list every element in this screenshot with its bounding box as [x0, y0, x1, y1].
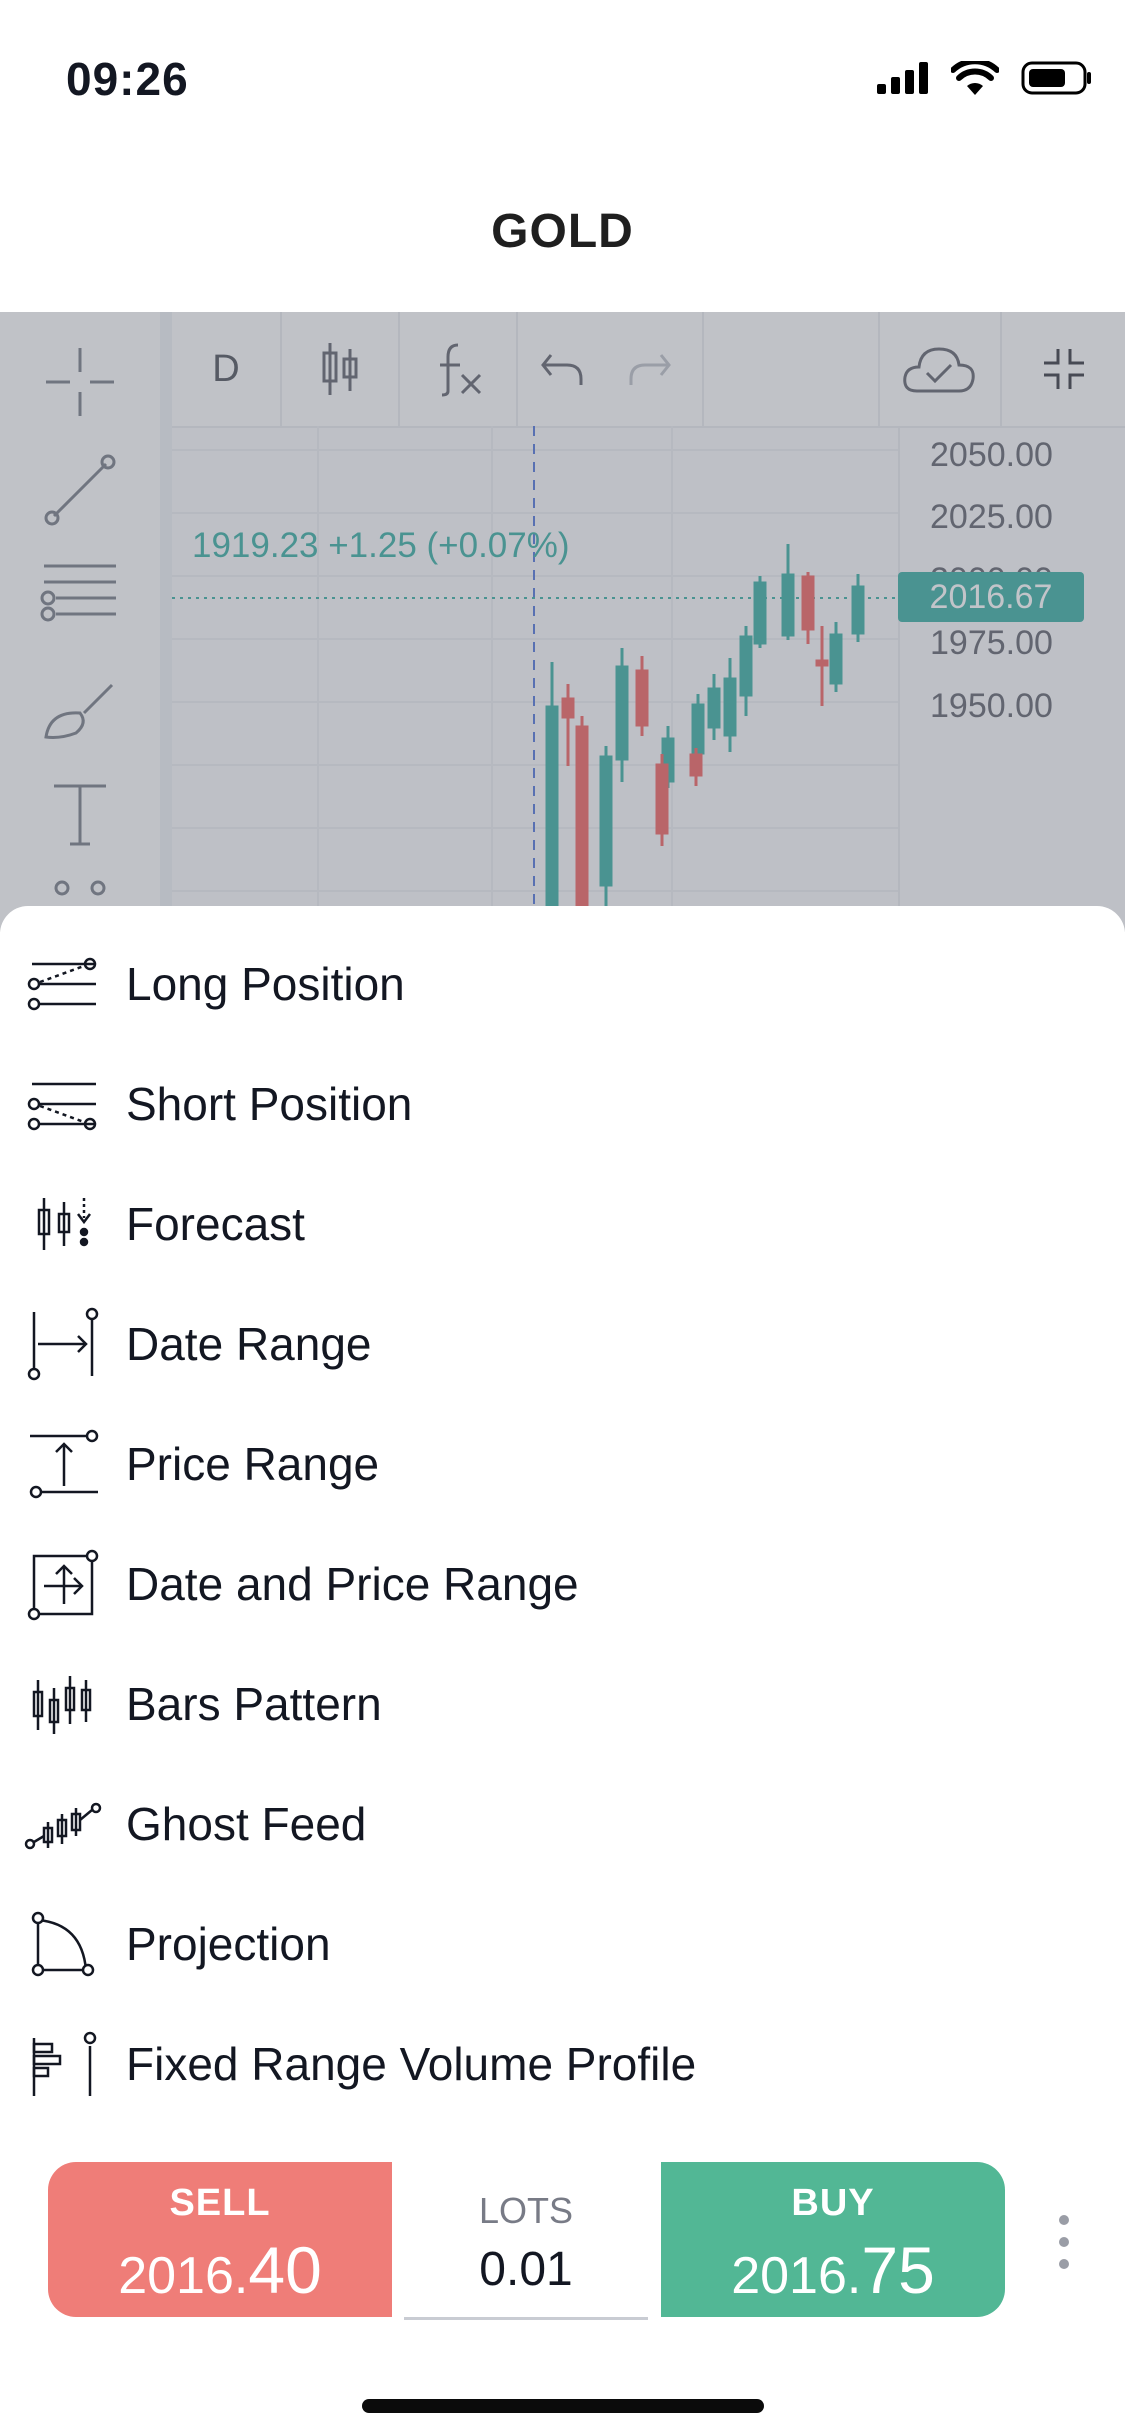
undo-icon	[541, 354, 583, 385]
undo-button[interactable]	[518, 312, 606, 426]
status-bar: 09:26	[0, 0, 1125, 150]
projection-icon	[31, 1911, 95, 1977]
drawing-toolbar	[0, 312, 172, 932]
cloud-save-icon	[903, 347, 975, 393]
cloud-save-button[interactable]	[880, 312, 998, 426]
indicators-button[interactable]	[400, 312, 516, 426]
lots-input[interactable]: LOTS 0.01	[404, 2162, 648, 2320]
battery-icon	[1021, 61, 1091, 95]
menu-item-date-price-range[interactable]: Date and Price Range	[0, 1524, 1125, 1644]
modal-overlay[interactable]	[0, 312, 1125, 932]
buy-price: 2016.75	[661, 2232, 1005, 2308]
menu-item-ghost-feed[interactable]: Ghost Feed	[0, 1764, 1125, 1884]
menu-item-label: Projection	[126, 1918, 331, 1970]
status-icons	[877, 60, 1093, 96]
candlestick-chart[interactable]	[172, 426, 898, 932]
lots-label: LOTS	[478, 2190, 574, 2231]
fib-retracement-icon[interactable]	[40, 552, 120, 632]
chart-type-button[interactable]	[282, 312, 398, 426]
date-range-icon	[27, 1307, 99, 1381]
menu-item-label: Bars Pattern	[126, 1678, 382, 1730]
menu-item-bars-pattern[interactable]: Bars Pattern	[0, 1644, 1125, 1764]
date-price-range-icon	[27, 1549, 99, 1621]
chart-area[interactable]: D	[0, 312, 1125, 932]
patterns-icon[interactable]	[40, 874, 120, 932]
candles-icon	[322, 343, 358, 395]
menu-item-date-range[interactable]: Date Range	[0, 1284, 1125, 1404]
menu-item-label: Ghost Feed	[126, 1798, 367, 1850]
price-axis-label: 2050.00	[930, 436, 1053, 474]
menu-item-label: Short Position	[126, 1078, 413, 1130]
lots-value: 0.01	[479, 2243, 573, 2296]
trend-line-icon[interactable]	[40, 450, 120, 530]
price-axis-label: 2025.00	[930, 498, 1053, 536]
ghost-feed-icon	[24, 1802, 102, 1850]
home-indicator[interactable]	[362, 2399, 764, 2413]
menu-item-label: Date Range	[126, 1318, 372, 1370]
sell-button[interactable]: SELL 2016.40	[48, 2162, 392, 2317]
buy-price-pips: 75	[861, 2233, 935, 2307]
volume-profile-icon	[32, 2031, 97, 2096]
buy-button[interactable]: BUY 2016.75	[661, 2162, 1005, 2317]
collapse-icon	[1043, 349, 1084, 389]
indicators-icon	[440, 343, 482, 397]
buy-label: BUY	[791, 2182, 875, 2224]
interval-button[interactable]: D	[172, 312, 280, 426]
more-options-icon[interactable]	[1046, 2212, 1082, 2272]
current-price-badge: 2016.67	[898, 572, 1084, 622]
sell-price-main: 2016.	[118, 2247, 249, 2305]
menu-item-fixed-range-volume-profile[interactable]: Fixed Range Volume Profile	[0, 2004, 1125, 2124]
interval-label: D	[212, 347, 240, 390]
menu-item-label: Fixed Range Volume Profile	[126, 2038, 697, 2090]
menu-item-forecast[interactable]: Forecast	[0, 1164, 1125, 1284]
sell-price-pips: 40	[248, 2233, 322, 2307]
header: GOLD	[0, 150, 1125, 312]
price-axis-label: 1975.00	[930, 624, 1053, 662]
short-position-icon	[27, 1082, 97, 1131]
trade-panel: SELL 2016.40 LOTS 0.01 BUY 2016.75	[0, 2136, 1125, 2336]
crosshair-icon[interactable]	[40, 342, 120, 422]
wifi-icon	[951, 61, 999, 95]
sell-price: 2016.40	[48, 2232, 392, 2308]
menu-item-label: Date and Price Range	[126, 1558, 579, 1610]
menu-item-label: Price Range	[126, 1438, 380, 1490]
page-title: GOLD	[491, 204, 634, 258]
tools-sheet: Long Position Short Position Forecast Da…	[0, 906, 1125, 2106]
sell-label: SELL	[169, 2182, 271, 2224]
chart-top-toolbar: D	[172, 312, 1125, 428]
collapse-button[interactable]	[1002, 312, 1125, 426]
current-price: 2016.67	[929, 577, 1053, 616]
ohlc-legend: 1919.23 +1.25 (+0.07%)	[192, 526, 570, 565]
price-axis-label: 1950.00	[930, 687, 1053, 725]
long-position-icon	[27, 957, 97, 1011]
forecast-icon	[37, 1198, 91, 1250]
candles	[545, 544, 865, 932]
text-icon[interactable]	[40, 774, 120, 854]
menu-item-price-range[interactable]: Price Range	[0, 1404, 1125, 1524]
menu-item-label: Forecast	[126, 1198, 305, 1250]
brush-icon[interactable]	[40, 667, 120, 747]
menu-item-label: Long Position	[126, 958, 405, 1010]
redo-button[interactable]	[606, 312, 694, 426]
signal-icon	[877, 62, 928, 94]
menu-item-long-position[interactable]: Long Position	[0, 924, 1125, 1044]
redo-icon	[629, 354, 671, 385]
buy-price-main: 2016.	[731, 2247, 862, 2305]
menu-item-short-position[interactable]: Short Position	[0, 1044, 1125, 1164]
menu-item-projection[interactable]: Projection	[0, 1884, 1125, 2004]
price-range-icon	[29, 1429, 99, 1499]
status-time: 09:26	[66, 53, 189, 105]
bars-pattern-icon	[32, 1676, 92, 1734]
